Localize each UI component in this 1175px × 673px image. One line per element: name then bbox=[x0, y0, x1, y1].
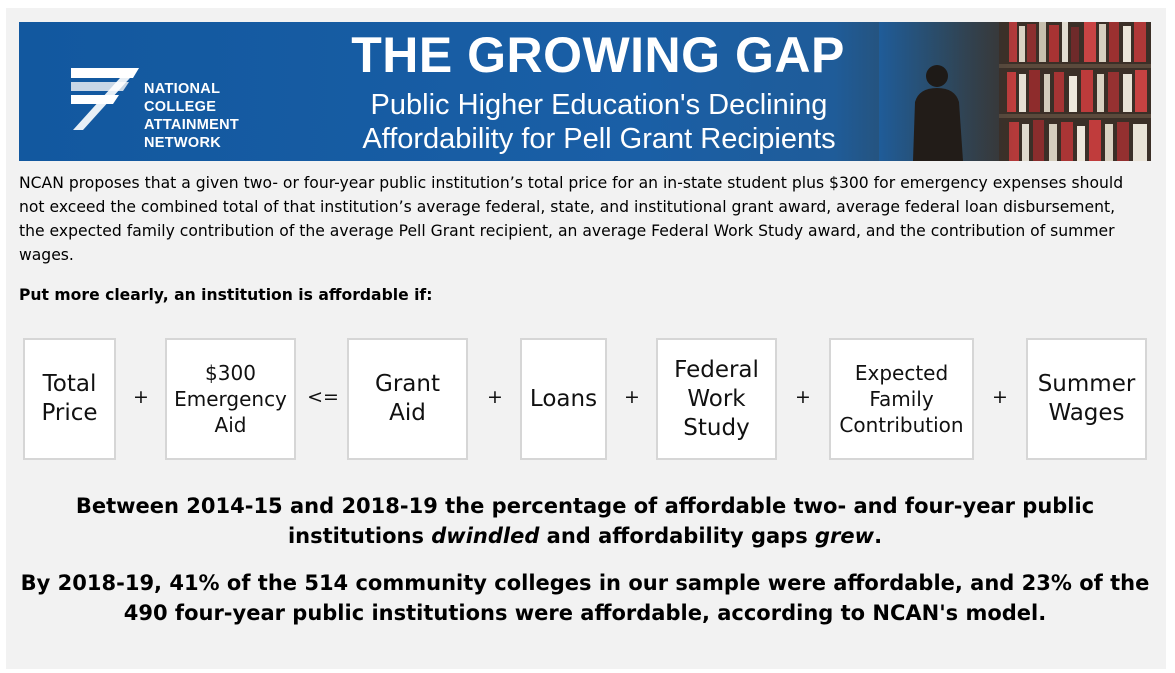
conclusion-trend-emphasis-1: dwindled bbox=[431, 524, 540, 548]
conclusion-trend: Between 2014-15 and 2018-19 the percenta… bbox=[19, 491, 1151, 551]
formula-lead: Put more clearly, an institution is affo… bbox=[19, 286, 433, 304]
emergency-line-2: Emergency bbox=[174, 387, 287, 411]
grant-line-1: Grant bbox=[375, 371, 440, 397]
summer-wages-box: Summer Wages bbox=[1026, 338, 1147, 460]
banner-subtitle: Public Higher Education's Declining Affo… bbox=[299, 88, 899, 156]
org-line-4: NETWORK bbox=[144, 135, 222, 151]
conclusion-trend-text-3: . bbox=[874, 524, 883, 548]
grant-aid-box: Grant Aid bbox=[347, 338, 468, 460]
intro-paragraph: NCAN proposes that a given two- or four-… bbox=[19, 174, 1124, 264]
plus-operator: + bbox=[624, 386, 640, 408]
loans-box: Loans bbox=[520, 338, 607, 460]
total-price-line-1: Total bbox=[42, 371, 97, 397]
banner-title: THE GROWING GAP bbox=[351, 27, 845, 83]
emergency-aid-box: $300 Emergency Aid bbox=[165, 338, 296, 460]
org-line-2: COLLEGE bbox=[144, 99, 217, 115]
subtitle-line-2: Affordability for Pell Grant Recipients bbox=[362, 123, 836, 155]
emergency-line-1: $300 bbox=[205, 361, 256, 385]
org-line-1: NATIONAL bbox=[144, 81, 221, 97]
efc-line-1: Expected bbox=[854, 361, 949, 385]
conclusion-trend-text-1: Between 2014-15 and 2018-19 the percenta… bbox=[75, 494, 1095, 548]
header-banner: NATIONAL COLLEGE ATTAINMENT NETWORK THE … bbox=[19, 22, 1151, 161]
total-price-box: Total Price bbox=[23, 338, 116, 460]
conclusion-trend-emphasis-2: grew bbox=[815, 524, 875, 548]
emergency-line-3: Aid bbox=[214, 413, 247, 437]
page-panel: NATIONAL COLLEGE ATTAINMENT NETWORK THE … bbox=[6, 8, 1166, 669]
conclusion-trend-text-2: and affordability gaps bbox=[539, 524, 816, 548]
ncan-chevron-logo-icon bbox=[71, 68, 139, 130]
organization-name: NATIONAL COLLEGE ATTAINMENT NETWORK bbox=[144, 80, 239, 152]
plus-operator: + bbox=[487, 386, 503, 408]
student-silhouette-image bbox=[913, 65, 963, 161]
work-study-line-3: Study bbox=[683, 414, 750, 441]
work-study-box: Federal Work Study bbox=[656, 338, 777, 460]
efc-line-2: Family bbox=[869, 387, 934, 411]
less-or-equal-operator: <= bbox=[307, 386, 339, 408]
work-study-line-2: Work bbox=[687, 385, 746, 412]
wages-line-2: Wages bbox=[1048, 400, 1125, 426]
subtitle-line-1: Public Higher Education's Declining bbox=[370, 89, 828, 121]
loans-line-1: Loans bbox=[529, 385, 598, 412]
plus-operator: + bbox=[992, 386, 1008, 408]
plus-operator: + bbox=[795, 386, 811, 408]
total-price-line-2: Price bbox=[41, 400, 98, 426]
plus-operator: + bbox=[133, 386, 149, 408]
org-line-3: ATTAINMENT bbox=[144, 117, 240, 133]
wages-line-1: Summer bbox=[1037, 371, 1136, 397]
efc-line-3: Contribution bbox=[839, 413, 964, 437]
work-study-line-1: Federal bbox=[674, 356, 759, 383]
expected-family-contribution-box: Expected Family Contribution bbox=[829, 338, 974, 460]
grant-line-2: Aid bbox=[389, 400, 426, 426]
conclusion-statistics: By 2018-19, 41% of the 514 community col… bbox=[20, 571, 1150, 625]
